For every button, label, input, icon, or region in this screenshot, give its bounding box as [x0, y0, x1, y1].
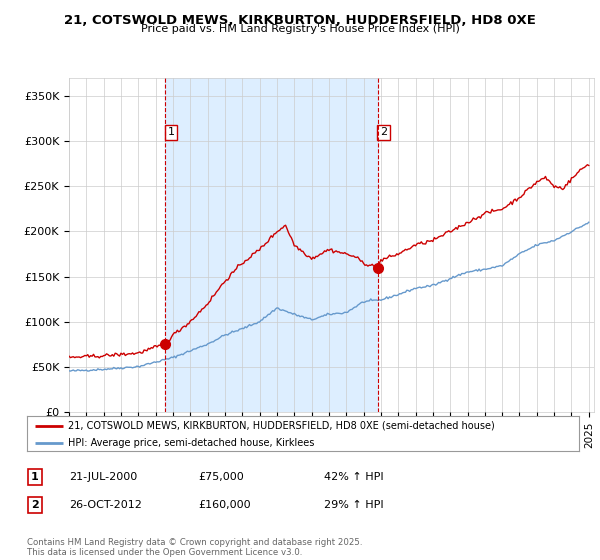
- Text: 29% ↑ HPI: 29% ↑ HPI: [324, 500, 383, 510]
- Text: 21, COTSWOLD MEWS, KIRKBURTON, HUDDERSFIELD, HD8 0XE: 21, COTSWOLD MEWS, KIRKBURTON, HUDDERSFI…: [64, 14, 536, 27]
- Text: £75,000: £75,000: [198, 472, 244, 482]
- Text: £160,000: £160,000: [198, 500, 251, 510]
- Text: 26-OCT-2012: 26-OCT-2012: [69, 500, 142, 510]
- Bar: [165, 78, 377, 412]
- Text: HPI: Average price, semi-detached house, Kirklees: HPI: Average price, semi-detached house,…: [68, 438, 315, 448]
- Text: 42% ↑ HPI: 42% ↑ HPI: [324, 472, 383, 482]
- Text: 1: 1: [31, 472, 38, 482]
- Text: 21-JUL-2000: 21-JUL-2000: [69, 472, 137, 482]
- Text: 1: 1: [167, 128, 175, 137]
- Text: 2: 2: [380, 128, 388, 137]
- Text: 2: 2: [31, 500, 38, 510]
- Text: 21, COTSWOLD MEWS, KIRKBURTON, HUDDERSFIELD, HD8 0XE (semi-detached house): 21, COTSWOLD MEWS, KIRKBURTON, HUDDERSFI…: [68, 421, 495, 431]
- Text: Contains HM Land Registry data © Crown copyright and database right 2025.
This d: Contains HM Land Registry data © Crown c…: [27, 538, 362, 557]
- Text: Price paid vs. HM Land Registry's House Price Index (HPI): Price paid vs. HM Land Registry's House …: [140, 24, 460, 34]
